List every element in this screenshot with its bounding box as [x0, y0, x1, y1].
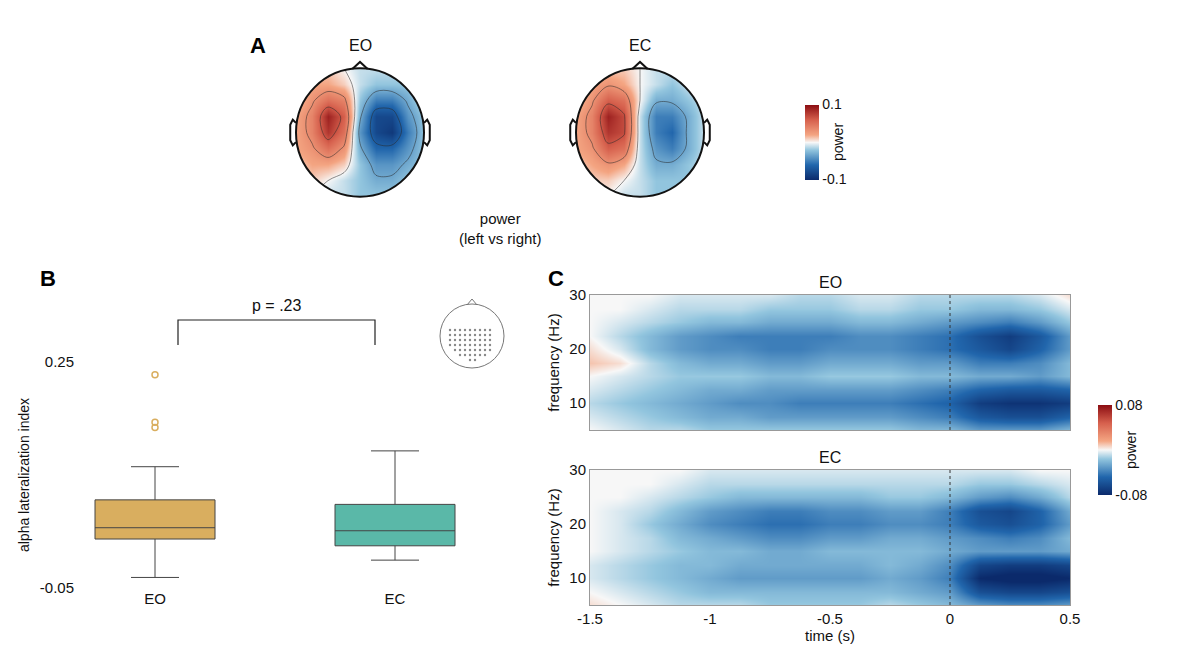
svg-text:0: 0 — [946, 610, 954, 627]
svg-text:-1: -1 — [703, 610, 716, 627]
svg-text:-0.08: -0.08 — [1115, 487, 1147, 503]
svg-text:-0.1: -0.1 — [822, 171, 846, 187]
svg-text:C: C — [548, 266, 564, 291]
svg-text:power: power — [1123, 431, 1139, 469]
svg-text:0.1: 0.1 — [822, 96, 842, 112]
svg-text:power(left vs right): power(left vs right) — [459, 210, 542, 247]
svg-text:frequency (Hz): frequency (Hz) — [545, 313, 562, 411]
svg-text:-0.05: -0.05 — [40, 579, 74, 596]
svg-text:0.5: 0.5 — [1060, 610, 1081, 627]
svg-text:10: 10 — [569, 569, 586, 586]
svg-text:0.25: 0.25 — [45, 353, 74, 370]
svg-text:0.08: 0.08 — [1115, 397, 1142, 413]
svg-text:EC: EC — [385, 590, 406, 607]
svg-text:20: 20 — [569, 515, 586, 532]
svg-text:frequency (Hz): frequency (Hz) — [545, 488, 562, 586]
svg-text:EO: EO — [144, 590, 166, 607]
svg-text:A: A — [250, 33, 266, 58]
svg-text:30: 30 — [569, 286, 586, 303]
svg-text:EO: EO — [819, 274, 842, 291]
svg-text:-0.5: -0.5 — [817, 610, 843, 627]
svg-text:EC: EC — [629, 37, 651, 54]
svg-text:alpha lateralization index: alpha lateralization index — [16, 398, 32, 552]
svg-text:10: 10 — [569, 394, 586, 411]
svg-text:B: B — [40, 266, 56, 291]
svg-text:-1.5: -1.5 — [577, 610, 603, 627]
svg-text:EC: EC — [819, 449, 841, 466]
svg-text:20: 20 — [569, 340, 586, 357]
svg-text:p = .23: p = .23 — [252, 297, 301, 314]
svg-text:30: 30 — [569, 461, 586, 478]
svg-text:power: power — [830, 123, 846, 161]
svg-text:EO: EO — [349, 37, 372, 54]
svg-text:time (s): time (s) — [805, 627, 855, 644]
